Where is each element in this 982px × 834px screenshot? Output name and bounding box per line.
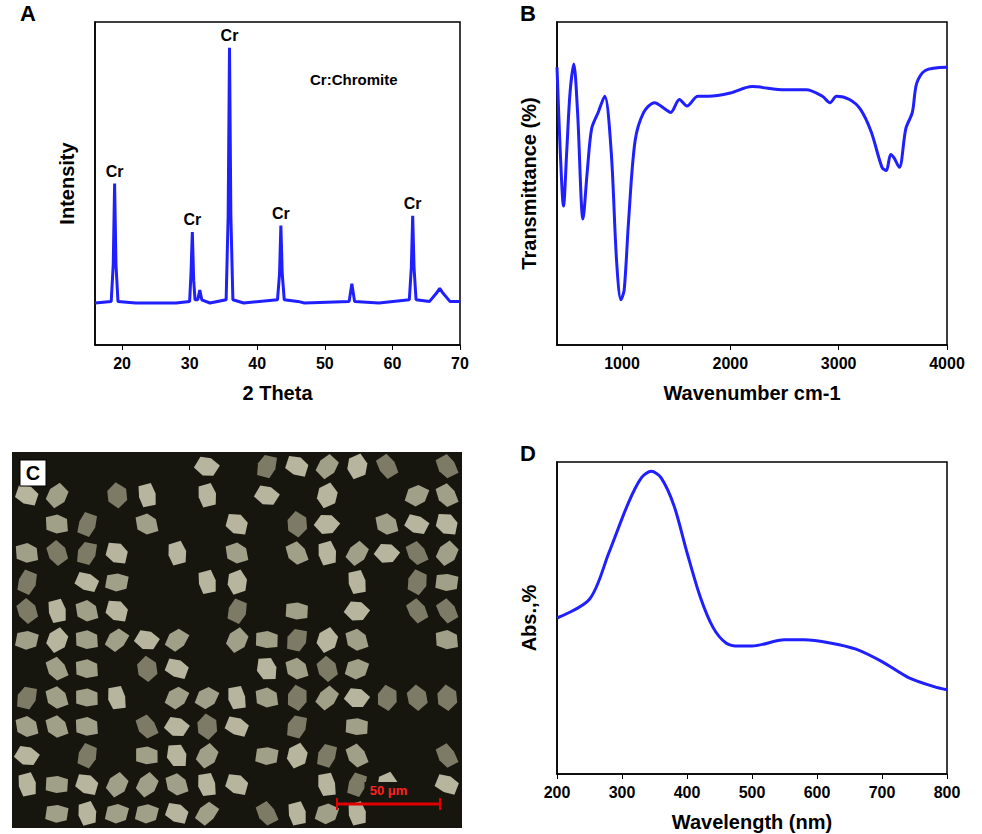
svg-text:30: 30	[181, 355, 199, 372]
svg-text:Cr: Cr	[221, 27, 239, 44]
svg-text:70: 70	[451, 355, 469, 372]
svg-text:50: 50	[316, 355, 334, 372]
svg-text:Intensity: Intensity	[56, 142, 78, 225]
svg-text:200: 200	[544, 784, 571, 801]
svg-text:A: A	[20, 1, 36, 26]
svg-text:500: 500	[739, 784, 766, 801]
svg-text:4000: 4000	[929, 355, 965, 372]
svg-text:20: 20	[113, 355, 131, 372]
svg-text:300: 300	[609, 784, 636, 801]
svg-text:Cr: Cr	[404, 195, 422, 212]
svg-text:800: 800	[934, 784, 961, 801]
svg-text:3000: 3000	[821, 355, 857, 372]
svg-text:Cr:Chromite: Cr:Chromite	[310, 71, 398, 88]
svg-text:400: 400	[674, 784, 701, 801]
svg-text:Wavenumber cm-1: Wavenumber cm-1	[663, 382, 840, 404]
svg-text:2 Theta: 2 Theta	[242, 382, 313, 404]
svg-text:700: 700	[869, 784, 896, 801]
svg-text:Abs.,%: Abs.,%	[518, 584, 540, 651]
svg-text:Transmittance (%): Transmittance (%)	[518, 97, 540, 269]
svg-text:Cr: Cr	[183, 211, 201, 228]
svg-text:40: 40	[248, 355, 266, 372]
svg-text:D: D	[520, 441, 536, 466]
svg-text:2000: 2000	[713, 355, 749, 372]
svg-text:Wavelength (nm): Wavelength (nm)	[672, 811, 832, 833]
svg-text:1000: 1000	[604, 355, 640, 372]
svg-text:60: 60	[384, 355, 402, 372]
svg-text:Cr: Cr	[272, 205, 290, 222]
svg-text:600: 600	[804, 784, 831, 801]
svg-text:C: C	[26, 462, 40, 484]
svg-text:Cr: Cr	[106, 163, 124, 180]
svg-text:50 μm: 50 μm	[370, 783, 408, 798]
svg-text:B: B	[520, 1, 536, 26]
